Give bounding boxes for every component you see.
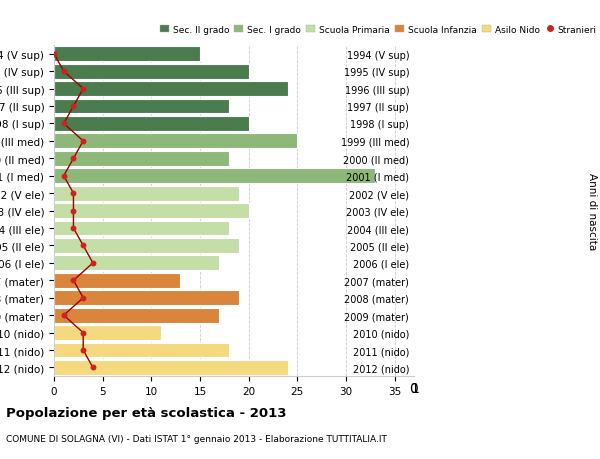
Point	[49, 51, 59, 58]
Bar	[54, 169, 375, 184]
Point	[68, 190, 78, 197]
Bar	[54, 47, 200, 62]
Point	[68, 155, 78, 162]
Bar	[54, 134, 297, 149]
Bar	[54, 100, 229, 114]
Point	[68, 277, 78, 285]
Point	[79, 294, 88, 302]
Point	[59, 68, 68, 76]
Point	[79, 86, 88, 93]
Bar	[54, 308, 220, 323]
Bar	[54, 204, 248, 218]
Bar	[54, 151, 229, 166]
Bar	[54, 117, 248, 132]
Bar	[54, 325, 161, 340]
Point	[59, 312, 68, 319]
Text: Popolazione per età scolastica - 2013: Popolazione per età scolastica - 2013	[6, 406, 287, 419]
Text: Anni di nascita: Anni di nascita	[587, 173, 597, 250]
Bar	[54, 221, 229, 236]
Point	[68, 103, 78, 111]
Point	[88, 260, 98, 267]
Bar	[54, 343, 229, 358]
Point	[68, 207, 78, 215]
Text: COMUNE DI SOLAGNA (VI) - Dati ISTAT 1° gennaio 2013 - Elaborazione TUTTITALIA.IT: COMUNE DI SOLAGNA (VI) - Dati ISTAT 1° g…	[6, 434, 387, 443]
Bar	[54, 65, 248, 79]
Point	[79, 347, 88, 354]
Bar	[54, 82, 287, 97]
Point	[88, 364, 98, 371]
Bar	[54, 291, 239, 306]
Point	[79, 242, 88, 250]
Point	[59, 121, 68, 128]
Point	[79, 138, 88, 145]
Bar	[54, 273, 181, 288]
Bar	[54, 239, 239, 253]
Legend: Sec. II grado, Sec. I grado, Scuola Primaria, Scuola Infanzia, Asilo Nido, Stran: Sec. II grado, Sec. I grado, Scuola Prim…	[160, 26, 596, 35]
Point	[59, 173, 68, 180]
Point	[79, 329, 88, 336]
Point	[68, 225, 78, 232]
Bar	[54, 256, 220, 271]
Bar	[54, 360, 287, 375]
Bar	[54, 186, 239, 201]
